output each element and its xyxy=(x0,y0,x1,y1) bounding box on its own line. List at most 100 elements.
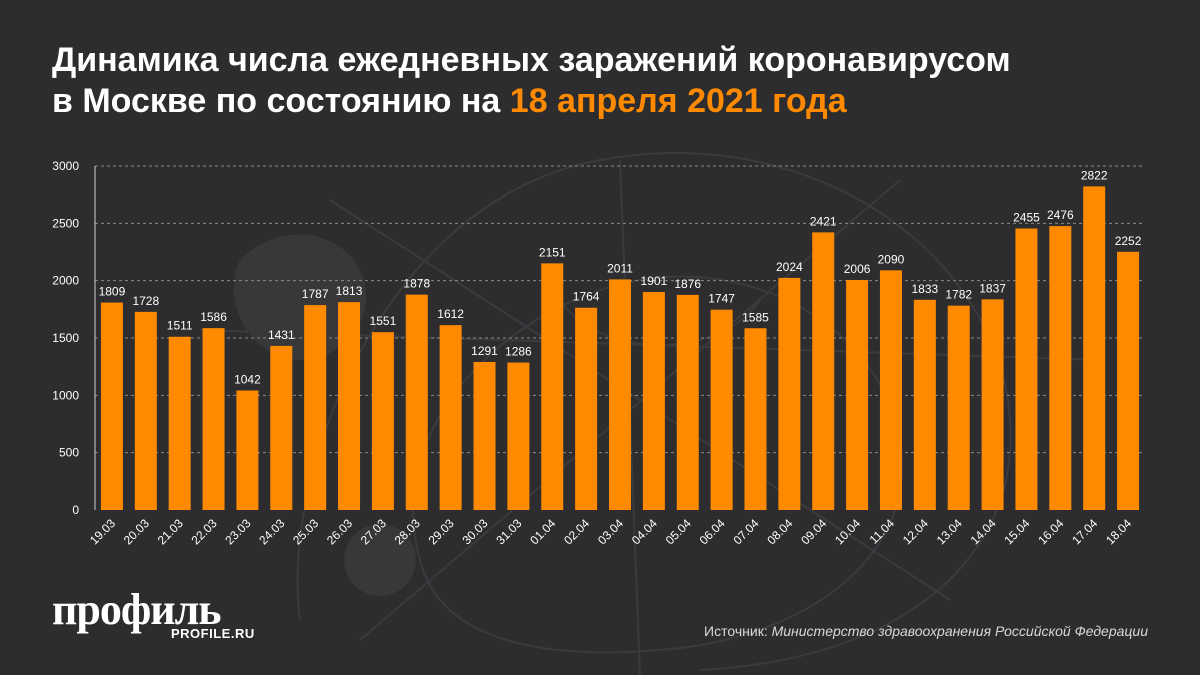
bar xyxy=(338,302,361,510)
x-tick-label: 04.04 xyxy=(629,516,660,547)
bar xyxy=(575,307,598,510)
y-tick-label: 1500 xyxy=(52,331,79,345)
y-tick-label: 1000 xyxy=(52,388,79,402)
source-value: Министерство здравоохранения Российской … xyxy=(771,623,1148,639)
x-tick-label: 12.04 xyxy=(900,516,931,547)
bar xyxy=(1015,228,1038,510)
bar-value-label: 2822 xyxy=(1081,168,1108,182)
bar xyxy=(913,299,936,510)
bar xyxy=(846,279,869,510)
bar xyxy=(134,311,157,510)
bar xyxy=(541,263,564,510)
bar xyxy=(676,294,699,510)
bar xyxy=(439,325,462,510)
bar-value-label: 1764 xyxy=(573,290,600,304)
x-tick-label: 07.04 xyxy=(730,516,761,547)
title-line-1: Динамика числа ежедневных заражений коро… xyxy=(52,41,1011,79)
bar-value-label: 2455 xyxy=(1013,210,1040,224)
x-tick-label: 31.03 xyxy=(493,516,524,547)
bar xyxy=(710,309,733,510)
bar-value-label: 2011 xyxy=(607,261,633,275)
x-tick-label: 14.04 xyxy=(968,516,999,547)
bar xyxy=(1049,226,1072,510)
bar xyxy=(507,362,530,510)
bar xyxy=(270,345,293,510)
bar xyxy=(168,336,191,510)
x-tick-label: 24.03 xyxy=(256,516,287,547)
bar-value-label: 1612 xyxy=(437,307,464,321)
x-tick-label: 11.04 xyxy=(867,516,898,547)
source-note: Источник: Министерство здравоохранения Р… xyxy=(704,623,1148,639)
x-tick-label: 08.04 xyxy=(764,516,795,547)
bar-value-label: 1787 xyxy=(302,287,329,301)
x-tick-label: 09.04 xyxy=(798,516,829,547)
bar-value-label: 2006 xyxy=(844,262,871,276)
bar-value-label: 1586 xyxy=(200,310,227,324)
x-tick-label: 10.04 xyxy=(832,516,863,547)
bar-value-label: 1551 xyxy=(370,314,397,328)
x-tick-label: 13.04 xyxy=(934,516,965,547)
bar-value-label: 1291 xyxy=(471,344,498,358)
bar-value-label: 1747 xyxy=(708,292,735,306)
chart-title: Динамика числа ежедневных заражений коро… xyxy=(52,40,1162,122)
x-tick-label: 06.04 xyxy=(697,516,728,547)
x-tick-label: 30.03 xyxy=(460,516,491,547)
bar xyxy=(405,294,428,510)
profil-logo: профиль xyxy=(52,585,222,634)
bar-value-label: 2090 xyxy=(878,252,905,266)
x-tick-label: 23.03 xyxy=(222,516,253,547)
bar-value-label: 1809 xyxy=(99,285,126,299)
bar-value-label: 1901 xyxy=(641,274,668,288)
x-tick-label: 03.04 xyxy=(595,516,626,547)
bar xyxy=(981,299,1004,510)
bar xyxy=(304,305,327,510)
y-tick-label: 3000 xyxy=(52,159,79,173)
bar xyxy=(371,332,394,510)
bar xyxy=(778,277,801,510)
bar-value-label: 1728 xyxy=(132,294,159,308)
bar-value-label: 1286 xyxy=(505,345,532,359)
y-tick-label: 500 xyxy=(59,446,79,460)
bar-value-label: 2476 xyxy=(1047,208,1074,222)
bar-value-label: 2421 xyxy=(810,214,837,228)
title-date: 18 апреля 2021 года xyxy=(509,82,847,120)
bar-value-label: 2151 xyxy=(539,245,566,259)
y-tick-label: 0 xyxy=(72,503,79,517)
x-tick-label: 02.04 xyxy=(561,516,592,547)
bar xyxy=(473,361,496,510)
y-tick-label: 2000 xyxy=(52,274,79,288)
bar xyxy=(1083,186,1106,511)
bar-value-label: 2024 xyxy=(776,260,803,274)
bar-value-label: 1431 xyxy=(268,328,295,342)
bar-value-label: 1511 xyxy=(167,319,193,333)
x-tick-label: 28.03 xyxy=(392,516,423,547)
bar xyxy=(812,232,835,510)
x-tick-label: 21.03 xyxy=(155,516,186,547)
bar xyxy=(202,328,225,510)
x-tick-label: 17.04 xyxy=(1069,516,1100,547)
x-tick-label: 25.03 xyxy=(290,516,321,547)
profil-logo-url: PROFILE.RU xyxy=(171,626,255,641)
x-tick-label: 16.04 xyxy=(1035,516,1066,547)
x-tick-label: 29.03 xyxy=(426,516,457,547)
source-label: Источник: xyxy=(704,623,772,639)
bar xyxy=(642,292,665,510)
bar-value-label: 1585 xyxy=(742,310,769,324)
bar-value-label: 2252 xyxy=(1115,234,1142,248)
bar-value-label: 1837 xyxy=(979,281,1006,295)
x-tick-label: 01.04 xyxy=(527,516,558,547)
bar-value-label: 1813 xyxy=(336,284,363,298)
bar-value-label: 1833 xyxy=(911,282,938,296)
bar-value-label: 1782 xyxy=(945,288,972,302)
x-tick-label: 18.04 xyxy=(1103,516,1134,547)
y-tick-label: 2500 xyxy=(52,216,79,230)
x-tick-label: 15.04 xyxy=(1001,516,1032,547)
bar xyxy=(236,390,259,510)
x-tick-label: 27.03 xyxy=(358,516,389,547)
bar xyxy=(879,270,902,510)
bar xyxy=(1117,251,1140,510)
bar xyxy=(100,302,123,510)
x-tick-label: 05.04 xyxy=(663,516,694,547)
x-tick-label: 26.03 xyxy=(324,516,355,547)
